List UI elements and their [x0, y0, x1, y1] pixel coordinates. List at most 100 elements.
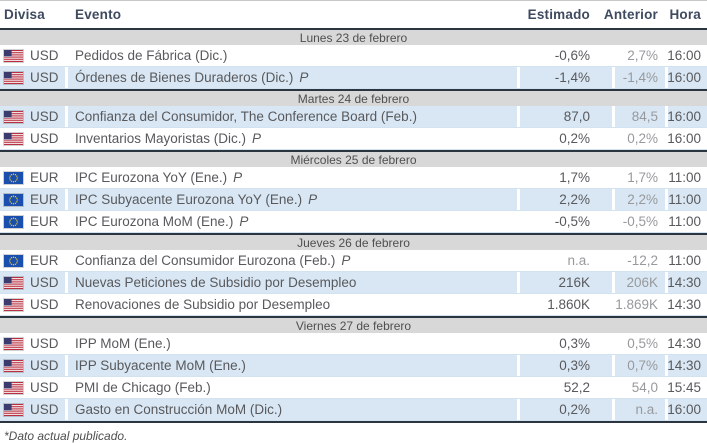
estimado-value: 0,2%: [520, 128, 612, 149]
anterior-value: 54,0: [615, 377, 665, 398]
anterior-value: n.a.: [615, 399, 665, 420]
anterior-value: -1,4%: [615, 67, 665, 88]
estimado-value: 52,2: [520, 377, 612, 398]
event-name: Órdenes de Bienes Duraderos (Dic.): [75, 70, 294, 85]
currency-cell: USD: [0, 333, 65, 354]
anterior-value: 0,5%: [615, 333, 665, 354]
table-bottom-rule: [0, 421, 707, 423]
anterior-value: 2,7%: [615, 45, 665, 66]
estimado-value: 0,3%: [520, 333, 612, 354]
event-cell: IPC Eurozona MoM (Ene.) P: [68, 211, 517, 232]
event-row: EUR IPC Subyacente Eurozona YoY (Ene.) P…: [0, 189, 707, 211]
currency-cell: EUR: [0, 189, 65, 210]
currency-cell: USD: [0, 67, 65, 88]
hora-value: 14:30: [667, 294, 707, 315]
currency-cell: EUR: [0, 250, 65, 271]
day-separator-row: Jueves 26 de febrero: [0, 233, 707, 250]
currency-code: USD: [30, 275, 59, 290]
col-header-anterior: Anterior: [604, 1, 665, 28]
hora-value: 11:00: [668, 167, 707, 188]
event-cell: Órdenes de Bienes Duraderos (Dic.) P: [68, 67, 517, 88]
anterior-value: 206K: [615, 272, 665, 293]
preliminary-flag: P: [239, 214, 249, 229]
currency-cell: EUR: [0, 167, 65, 188]
event-name: Confianza del Consumidor Eurozona (Feb.): [75, 253, 336, 268]
hora-value: 16:00: [667, 128, 707, 149]
event-name: PMI de Chicago (Feb.): [75, 380, 211, 395]
event-row: USD Gasto en Construcción MoM (Dic.) 0,2…: [0, 399, 707, 421]
event-name: IPP MoM (Ene.): [75, 336, 171, 351]
hora-value: 16:00: [667, 67, 707, 88]
eu-flag-icon: [4, 171, 23, 184]
day-separator-label: Lunes 23 de febrero: [299, 30, 408, 45]
col-header-evento: Evento: [68, 1, 517, 28]
event-name: IPC Eurozona YoY (Ene.): [75, 170, 228, 185]
eu-flag-icon: [4, 193, 23, 206]
event-row: USD Pedidos de Fábrica (Dic.) -0,6% 2,7%…: [0, 45, 707, 67]
table-body: Lunes 23 de febrero: [0, 28, 707, 421]
us-flag-icon: [4, 403, 23, 416]
preliminary-flag: P: [308, 192, 318, 207]
currency-code: USD: [30, 131, 59, 146]
event-row: EUR IPC Eurozona YoY (Ene.) P 1,7% 1,7% …: [0, 167, 707, 189]
estimado-value: -0,6%: [520, 45, 612, 66]
currency-code: USD: [30, 48, 59, 63]
event-row: USD Nuevas Peticiones de Subsidio por De…: [0, 272, 707, 294]
currency-code: EUR: [30, 192, 59, 207]
event-row: USD IPP MoM (Ene.) 0,3% 0,5% 14:30: [0, 333, 707, 355]
currency-code: USD: [30, 402, 59, 417]
event-cell: PMI de Chicago (Feb.): [68, 377, 517, 398]
estimado-value: 216K: [520, 272, 612, 293]
us-flag-icon: [4, 381, 23, 394]
hora-value: 16:00: [667, 45, 707, 66]
currency-cell: EUR: [0, 211, 65, 232]
estimado-value: 1.860K: [520, 294, 612, 315]
hora-value: 16:00: [667, 106, 707, 127]
currency-code: EUR: [30, 170, 59, 185]
event-name: Pedidos de Fábrica (Dic.): [75, 48, 228, 63]
us-flag-icon: [4, 337, 23, 350]
currency-code: USD: [30, 380, 59, 395]
hora-value: 11:00: [668, 250, 707, 271]
estimado-value: 2,2%: [520, 189, 612, 210]
event-row: USD Renovaciones de Subsidio por Desempl…: [0, 294, 707, 316]
currency-code: USD: [30, 358, 59, 373]
estimado-value: -1,4%: [520, 67, 612, 88]
estimado-value: n.a.: [520, 250, 612, 271]
preliminary-flag: P: [252, 131, 262, 146]
event-cell: IPP Subyacente MoM (Ene.): [68, 355, 517, 376]
us-flag-icon: [4, 49, 23, 62]
event-name: IPC Eurozona MoM (Ene.): [75, 214, 234, 229]
anterior-value: 84,5: [615, 106, 665, 127]
hora-value: 15:45: [667, 377, 707, 398]
day-separator-label: Jueves 26 de febrero: [297, 235, 410, 250]
currency-cell: USD: [0, 355, 65, 376]
col-header-divisa: Divisa: [0, 1, 65, 28]
event-cell: Nuevas Peticiones de Subsidio por Desemp…: [68, 272, 517, 293]
eu-flag-icon: [4, 254, 23, 267]
currency-cell: USD: [0, 106, 65, 127]
col-header-hora: Hora: [668, 1, 707, 28]
anterior-value: -12,2: [615, 250, 665, 271]
currency-code: USD: [30, 109, 59, 124]
event-row: EUR IPC Eurozona MoM (Ene.) P -0,5% -0,5…: [0, 211, 707, 233]
currency-cell: USD: [0, 294, 65, 315]
eu-flag-icon: [4, 215, 23, 228]
event-row: USD Órdenes de Bienes Duraderos (Dic.) P…: [0, 67, 707, 89]
hora-value: 14:30: [667, 355, 707, 376]
anterior-value: 1.869K: [615, 294, 665, 315]
estimado-value: 1,7%: [520, 167, 612, 188]
us-flag-icon: [4, 298, 23, 311]
event-cell: Renovaciones de Subsidio por Desempleo: [68, 294, 517, 315]
hora-value: 11:00: [668, 211, 707, 232]
event-row: USD IPP Subyacente MoM (Ene.) 0,3% 0,7% …: [0, 355, 707, 377]
event-row: USD Confianza del Consumidor, The Confer…: [0, 106, 707, 128]
event-name: Renovaciones de Subsidio por Desempleo: [75, 297, 331, 312]
table-header-row: Divisa Evento Estimado Anterior Hora: [0, 1, 707, 28]
anterior-value: 2,2%: [615, 189, 665, 210]
event-name: IPP Subyacente MoM (Ene.): [75, 358, 246, 373]
hora-value: 16:00: [667, 399, 707, 420]
anterior-value: 0,7%: [615, 355, 665, 376]
day-separator-label: Martes 24 de febrero: [297, 91, 410, 106]
